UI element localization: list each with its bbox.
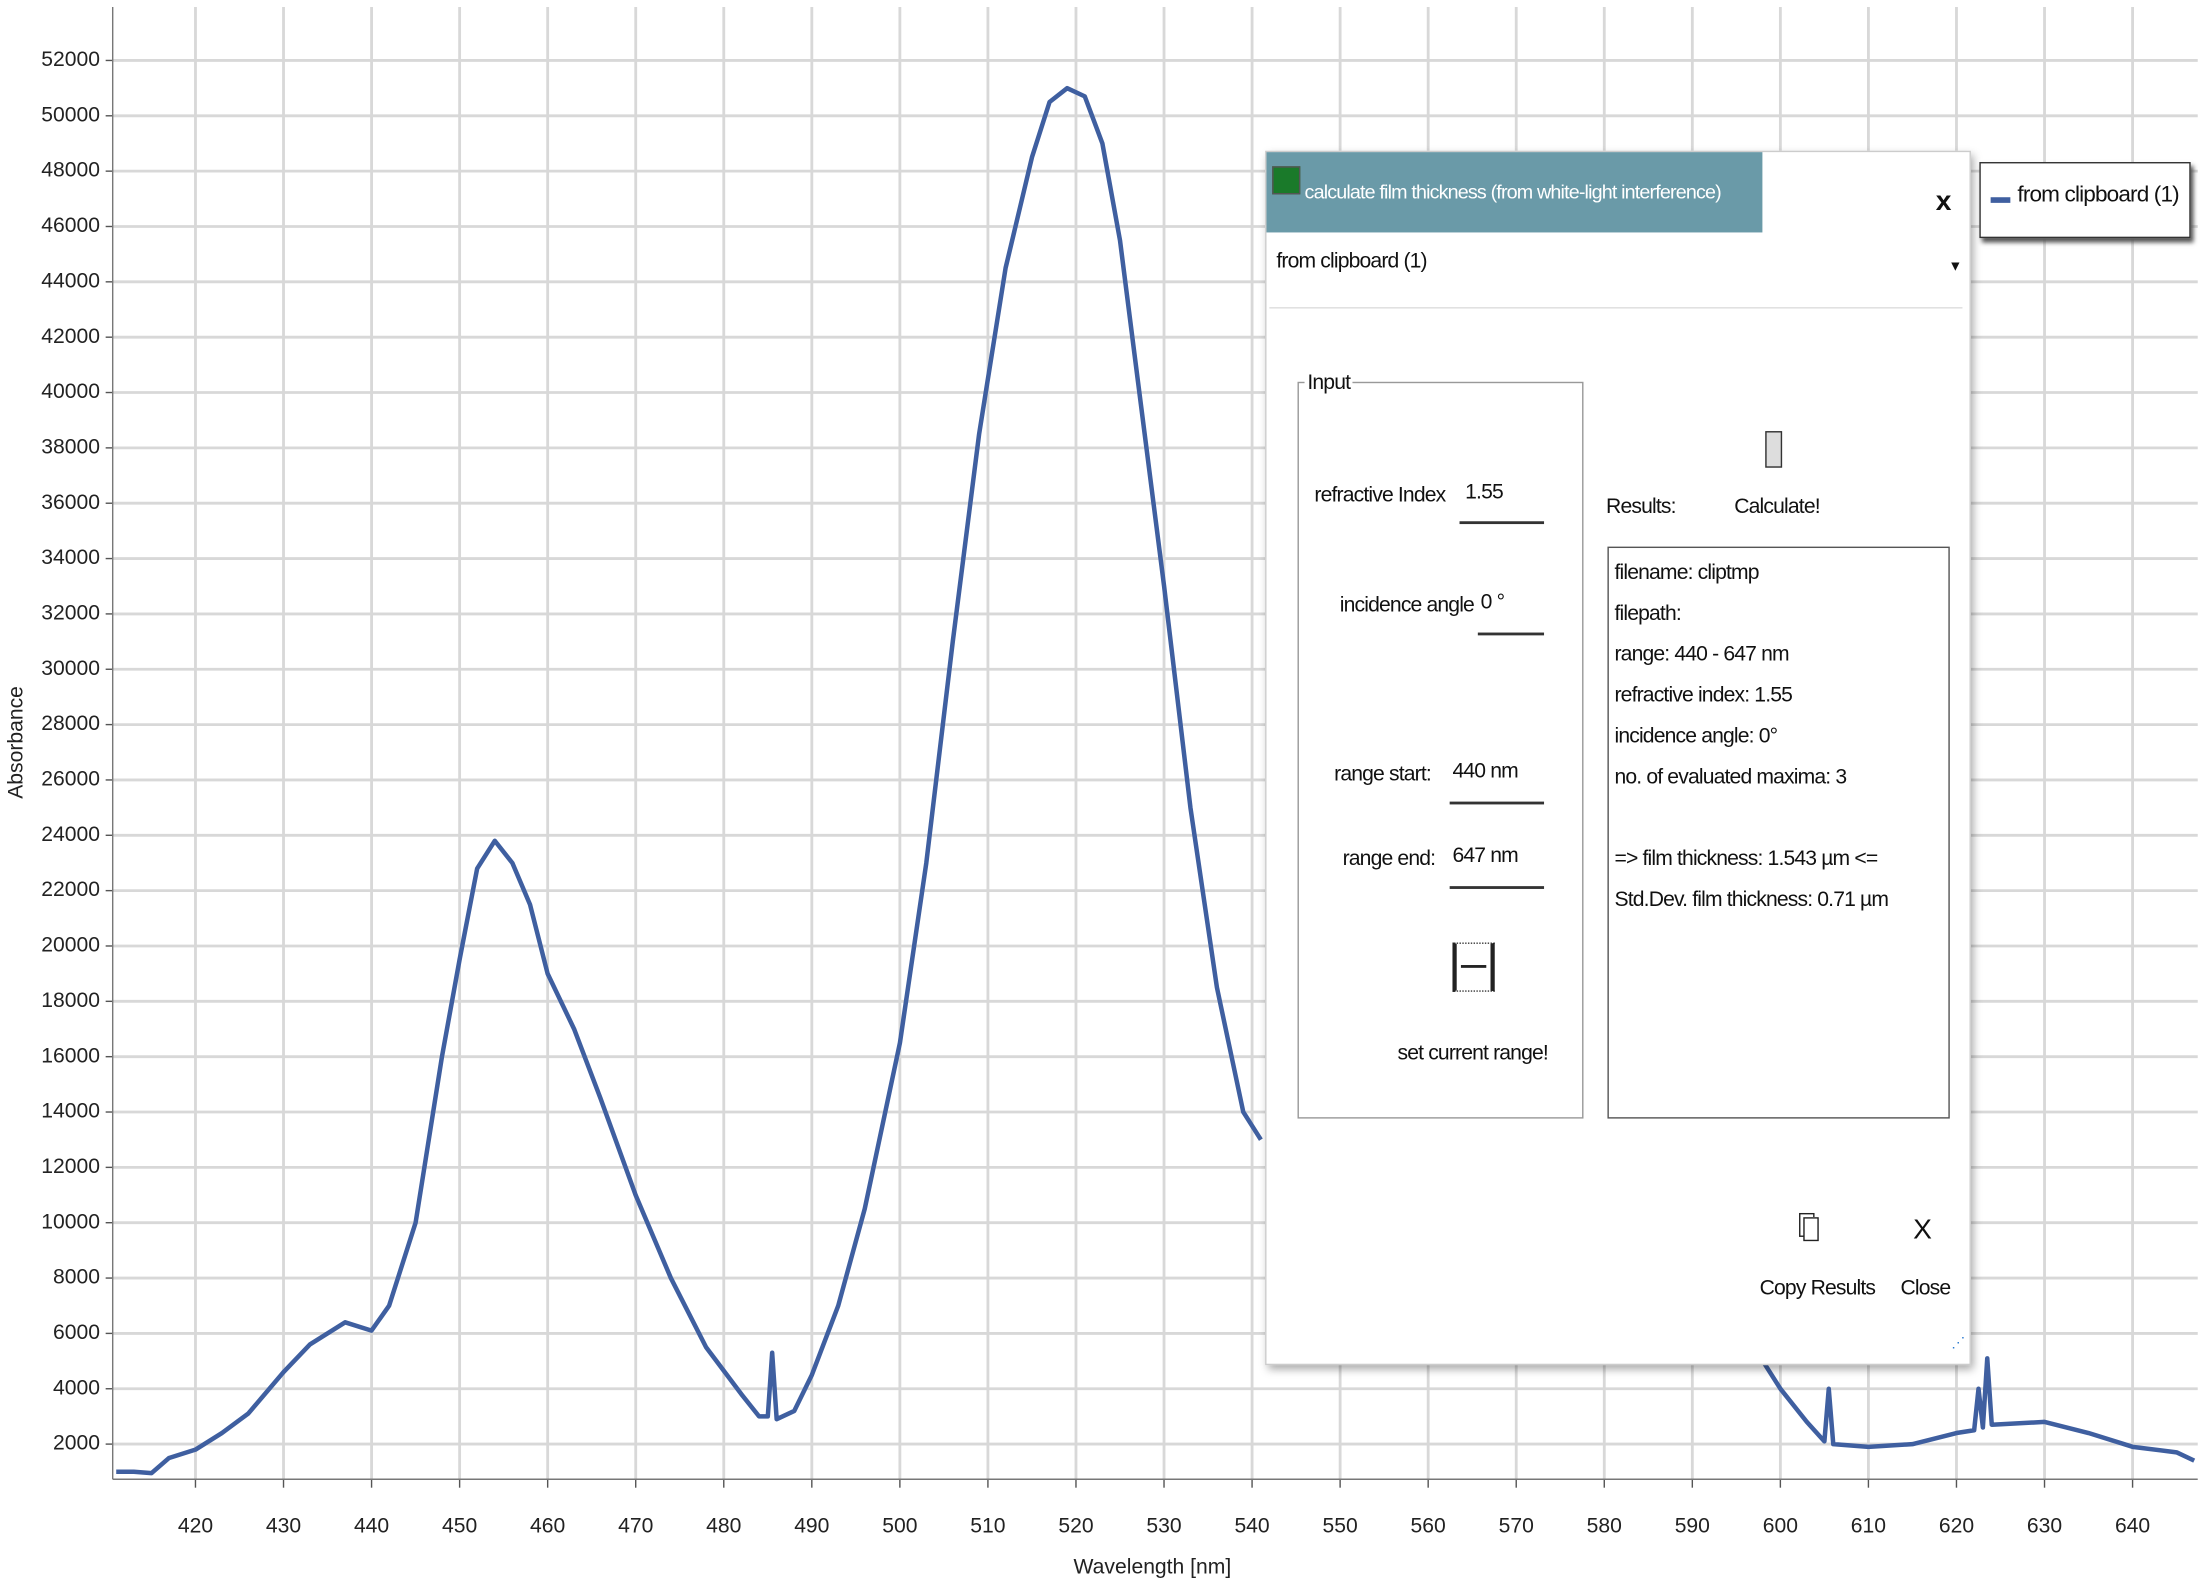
x-tick-label: 560 (1411, 1515, 1446, 1538)
x-tick-label: 610 (1851, 1515, 1886, 1538)
legend-label: from clipboard (1) (2017, 183, 2179, 208)
y-tick-label: 48000 (41, 159, 100, 182)
x-tick-label: 430 (266, 1515, 301, 1538)
group-label: Input (1304, 370, 1353, 395)
dialog: calculate film thickness (from white-lig… (1265, 150, 1971, 1366)
dropdown-arrow: ▼ (1948, 259, 1962, 275)
y-tick-label: 44000 (41, 269, 100, 292)
x-tick-label: 490 (794, 1515, 829, 1538)
x-tick-label: 520 (1058, 1515, 1093, 1538)
y-tick-label: 42000 (41, 325, 100, 348)
x-tick-label: 440 (354, 1515, 389, 1538)
result-line: no. of evaluated maxima: 3 (1614, 764, 1847, 789)
y-tick-label: 30000 (41, 657, 100, 680)
y-tick-label: 28000 (41, 712, 100, 735)
results-box (1607, 546, 1950, 1119)
range-icon[interactable] (1452, 942, 1495, 992)
y-tick-label: 38000 (41, 435, 100, 458)
x-tick-label: 620 (1939, 1515, 1974, 1538)
x-tick-label: 500 (882, 1515, 917, 1538)
field-value[interactable]: 440 nm (1452, 759, 1518, 784)
button-label[interactable]: Calculate! (1734, 494, 1820, 519)
y-tick-label: 18000 (41, 989, 100, 1012)
y-tick-label: 36000 (41, 491, 100, 514)
x-tick-label: 450 (442, 1515, 477, 1538)
dropdown[interactable]: from clipboard (1) ▼ (1269, 239, 1963, 309)
button-label[interactable]: Close (1900, 1276, 1951, 1301)
x-tick-label: 470 (618, 1515, 653, 1538)
field-label: incidence angle (1339, 593, 1475, 618)
copy-icon[interactable] (1803, 1217, 1819, 1242)
data-line (116, 85, 2196, 1476)
x-tick-label: 640 (2115, 1515, 2150, 1538)
field-underline (1459, 521, 1545, 525)
x-tick-label: 460 (530, 1515, 565, 1538)
field-value[interactable]: 647 nm (1452, 843, 1518, 868)
input-group (1297, 381, 1584, 1119)
dropdown-value: from clipboard (1) (1276, 249, 1427, 274)
y-tick-label: 32000 (41, 601, 100, 624)
y-tick-label: 4000 (53, 1376, 100, 1399)
y-tick-label: 16000 (41, 1044, 100, 1067)
y-tick-label: 24000 (41, 823, 100, 846)
y-tick-label: 52000 (41, 48, 100, 71)
result-line: filename: cliptmp (1614, 560, 1759, 585)
y-tick-label: 40000 (41, 380, 100, 403)
y-tick-label: 34000 (41, 546, 100, 569)
result-line: refractive index: 1.55 (1614, 683, 1793, 708)
legend-swatch (1990, 197, 2011, 203)
calculator-icon[interactable] (1765, 431, 1783, 468)
dialog-title: calculate film thickness (from white-lig… (1304, 180, 1722, 203)
y-tick-label: 14000 (41, 1100, 100, 1123)
y-tick-label: 26000 (41, 768, 100, 791)
y-axis-label: Absorbance (4, 686, 27, 799)
y-tick-label: 22000 (41, 878, 100, 901)
x-tick-label: 530 (1146, 1515, 1181, 1538)
y-tick-label: 20000 (41, 934, 100, 957)
legend: from clipboard (1) (1979, 162, 2191, 239)
field-underline (1477, 632, 1545, 636)
x-tick-label: 570 (1499, 1515, 1534, 1538)
result-line: => film thickness: 1.543 µm <= (1614, 846, 1878, 871)
field-label: range end: (1342, 846, 1436, 871)
field-label: refractive Index (1314, 483, 1446, 508)
x-tick-label: 580 (1587, 1515, 1622, 1538)
y-tick-label: 12000 (41, 1155, 100, 1178)
x-tick-label: 600 (1763, 1515, 1798, 1538)
close-icon[interactable]: X (1913, 1214, 1932, 1246)
y-tick-label: 6000 (53, 1321, 100, 1344)
title-icon (1272, 166, 1301, 195)
field-underline (1449, 801, 1545, 805)
close-x[interactable]: x (1935, 185, 1952, 217)
result-line: incidence angle: 0° (1614, 724, 1778, 749)
resize-grip[interactable]: ⋰ (1951, 1335, 1965, 1352)
y-tick-label: 2000 (53, 1432, 100, 1455)
results-label: Results: (1606, 494, 1676, 519)
field-underline (1449, 886, 1545, 889)
result-line: Std.Dev. film thickness: 0.71 µm (1614, 887, 1889, 912)
field-label: range start: (1334, 762, 1432, 787)
x-tick-label: 630 (2027, 1515, 2062, 1538)
title-bar (1266, 152, 1763, 233)
button-label[interactable]: set current range! (1397, 1041, 1549, 1066)
x-tick-label: 480 (706, 1515, 741, 1538)
y-tick-label: 50000 (41, 103, 100, 126)
x-axis-label: Wavelength [nm] (1074, 1556, 1232, 1579)
button-label[interactable]: Copy Results (1759, 1276, 1876, 1301)
field-value[interactable]: 1.55 (1465, 480, 1504, 505)
x-tick-label: 550 (1322, 1515, 1357, 1538)
x-tick-label: 590 (1675, 1515, 1710, 1538)
x-tick-label: 540 (1234, 1515, 1269, 1538)
x-tick-label: 510 (970, 1515, 1005, 1538)
y-tick-label: 46000 (41, 214, 100, 237)
x-tick-label: 420 (178, 1515, 213, 1538)
result-line: range: 440 - 647 nm (1614, 642, 1789, 667)
field-value[interactable]: 0 ° (1480, 590, 1505, 615)
y-tick-label: 10000 (41, 1210, 100, 1233)
result-line: filepath: (1614, 601, 1681, 626)
y-tick-label: 8000 (53, 1266, 100, 1289)
